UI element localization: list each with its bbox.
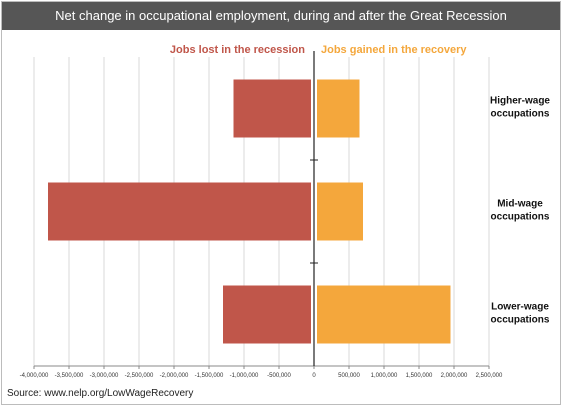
legend-jobs-lost: Jobs lost in the recession (170, 44, 305, 56)
x-tick-label: -500,000 (267, 373, 291, 379)
bar-jobs-lost-2 (48, 182, 311, 241)
x-tick-label: 0 (312, 373, 316, 379)
category-label: Mid-wage occupations (491, 199, 550, 223)
x-tick-label: 500,000 (338, 373, 360, 379)
bars (48, 79, 451, 344)
bar-jobs-gained-2 (317, 182, 363, 241)
bar-jobs-lost-3 (223, 285, 311, 344)
category-label: Lower-wage occupations (491, 302, 550, 326)
bar-jobs-gained-3 (317, 285, 451, 344)
x-tick-label: -2,500,000 (125, 373, 154, 379)
axes (34, 51, 489, 367)
x-tick-label: 1,000,000 (371, 373, 398, 379)
x-tick-label: 1,500,000 (406, 373, 433, 379)
source-note: Source: www.nelp.org/LowWageRecovery (7, 388, 194, 399)
x-tick-label: -2,000,000 (160, 373, 189, 379)
chart-title: Net change in occupational employment, d… (2, 2, 560, 30)
x-tick-label: -4,000,000 (20, 373, 49, 379)
x-tick-labels: -4,000,000 -3,500,000 -3,000,000 -2,500,000… (20, 366, 503, 379)
x-tick-label: -3,500,000 (55, 373, 84, 379)
x-tick-label: -1,500,000 (195, 373, 224, 379)
x-tick-label: -3,000,000 (90, 373, 119, 379)
x-tick-label: 2,000,000 (441, 373, 468, 379)
x-tick-label: 2,500,000 (476, 373, 503, 379)
x-tick-label: -1,000,000 (230, 373, 259, 379)
bar-jobs-gained-1 (317, 79, 360, 138)
legend: Jobs lost in the recession Jobs gained in… (170, 44, 467, 56)
legend-jobs-gained: Jobs gained in the recovery (321, 44, 467, 56)
category-labels: Higher-wage occupations Mid-wage occupation… (490, 96, 550, 326)
category-label: Higher-wage occupations (490, 96, 550, 120)
bar-jobs-lost-1 (233, 79, 311, 138)
